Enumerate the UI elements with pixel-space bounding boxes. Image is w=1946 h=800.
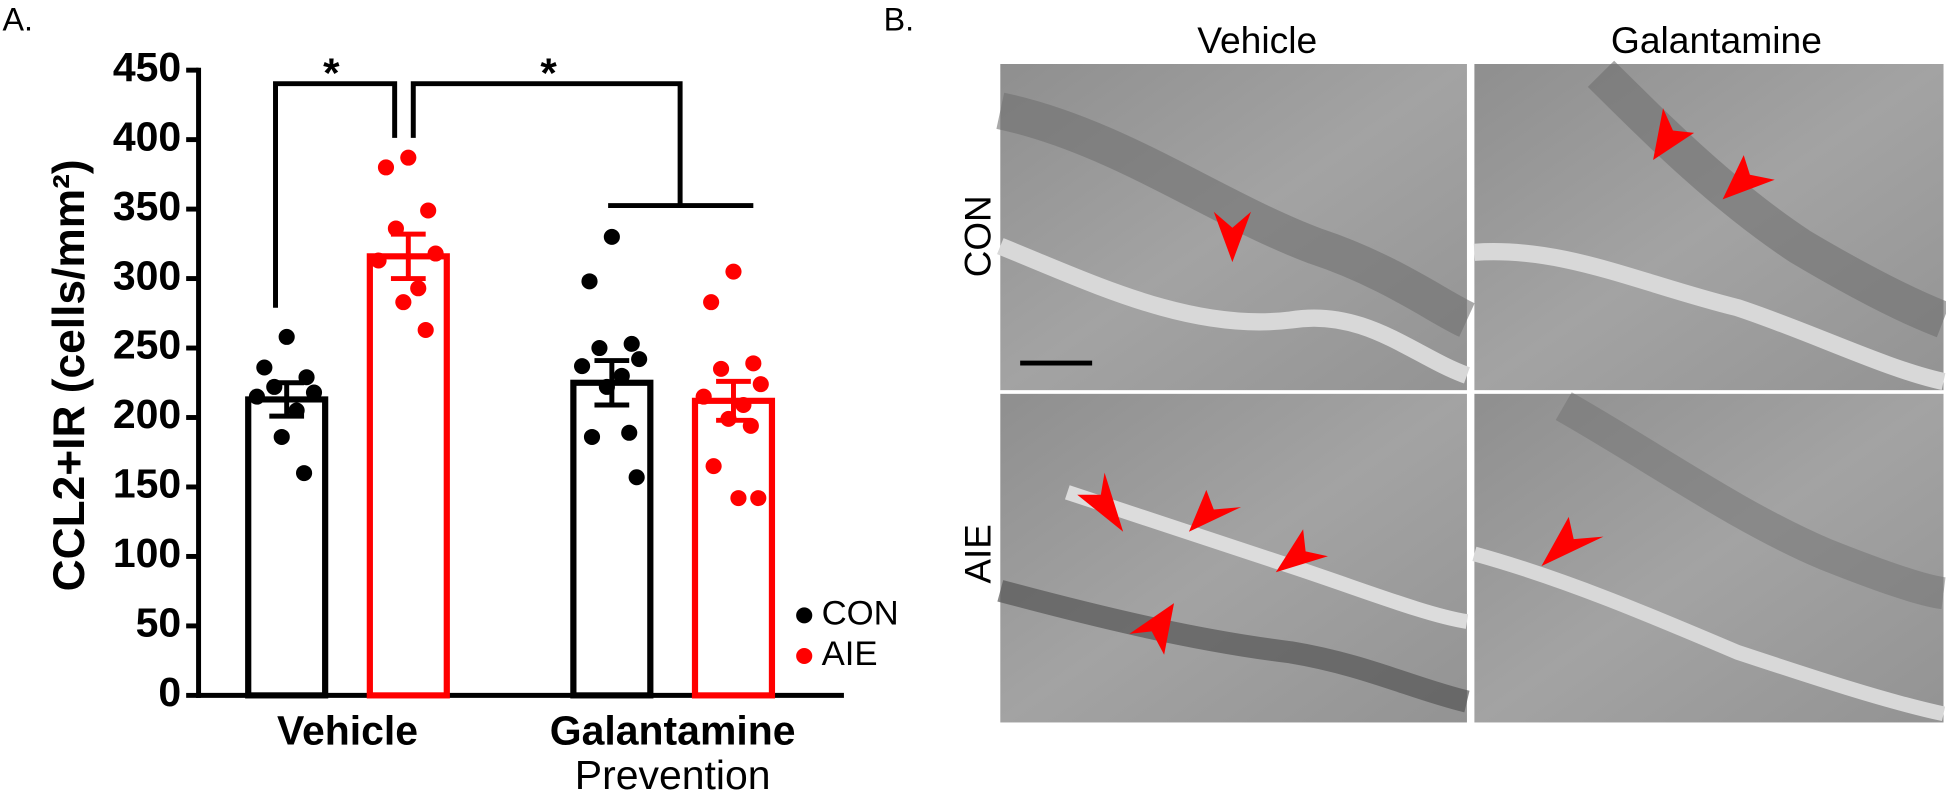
panel-label: B.	[884, 2, 914, 38]
data-point	[750, 490, 767, 507]
micrograph	[997, 393, 1470, 723]
legend-marker	[796, 607, 813, 624]
data-point	[288, 402, 305, 419]
data-point	[720, 410, 737, 427]
data-point	[256, 359, 273, 376]
micrograph	[1473, 60, 1946, 391]
data-point	[628, 469, 645, 486]
data-point	[695, 388, 712, 405]
y-tick-label: 300	[113, 252, 181, 298]
y-tick-label: 350	[113, 183, 181, 229]
legend-label: AIE	[822, 635, 878, 673]
y-tick-label: 150	[113, 461, 181, 507]
data-point	[573, 358, 591, 375]
significance-brackets	[273, 81, 754, 308]
data-point	[598, 378, 615, 395]
significance-star: *	[323, 50, 340, 97]
data-point	[745, 355, 762, 372]
micrograph	[996, 64, 1476, 391]
bar	[245, 396, 329, 699]
data-point	[273, 428, 290, 445]
data-point	[735, 396, 752, 413]
data-point	[603, 228, 620, 245]
x-tick-label: Galantamine Prevention	[550, 707, 796, 797]
data-point	[725, 263, 742, 280]
data-point	[752, 376, 769, 393]
bar	[366, 253, 450, 699]
y-tick-label: 200	[113, 391, 181, 437]
data-point	[705, 458, 722, 475]
bracket	[410, 81, 683, 206]
y-tick-label: 450	[113, 44, 181, 90]
bar	[570, 379, 654, 699]
column-header: Vehicle	[1197, 19, 1317, 61]
row-label: CON	[956, 195, 998, 277]
data-point	[712, 360, 730, 377]
data-point	[583, 428, 601, 445]
data-point	[400, 149, 417, 166]
data-point	[295, 465, 313, 482]
data-point	[420, 202, 437, 219]
legend-label: CON	[822, 595, 899, 633]
data-point	[305, 384, 323, 401]
panel-label: A.	[2, 2, 32, 38]
data-point	[248, 388, 265, 405]
data-point	[266, 378, 283, 395]
y-tick-label: 100	[113, 530, 181, 576]
bar	[691, 397, 776, 699]
data-point	[730, 490, 747, 507]
y-tick-label: 250	[113, 322, 181, 368]
data-point	[631, 351, 648, 368]
y-tick-label: 0	[158, 669, 181, 715]
micrograph	[1472, 392, 1946, 723]
data-point	[613, 367, 630, 384]
data-point	[581, 273, 598, 290]
data-point	[623, 335, 640, 352]
micrographs	[996, 60, 1946, 723]
bracket	[273, 81, 398, 308]
row-label: AIE	[956, 524, 998, 584]
data-point	[370, 252, 387, 269]
data-point	[427, 245, 444, 262]
x-tick-label: Vehicle	[277, 707, 418, 753]
y-axis-label: CCL2+IR (cells/mm²)	[45, 159, 94, 591]
y-tick-label: 400	[113, 113, 181, 159]
data-point	[591, 340, 608, 357]
significance-star: *	[540, 50, 557, 97]
data-point	[410, 280, 427, 297]
data-point	[377, 159, 395, 176]
data-point	[298, 369, 315, 386]
data-point	[703, 294, 720, 311]
data-point	[387, 220, 404, 237]
column-header: Galantamine	[1611, 19, 1822, 61]
y-tick-label: 50	[136, 600, 182, 646]
data-point	[395, 294, 412, 311]
data-point	[621, 424, 638, 441]
legend-marker	[796, 648, 813, 664]
data-point	[417, 321, 434, 338]
data-point	[742, 417, 759, 434]
data-point	[278, 328, 295, 345]
